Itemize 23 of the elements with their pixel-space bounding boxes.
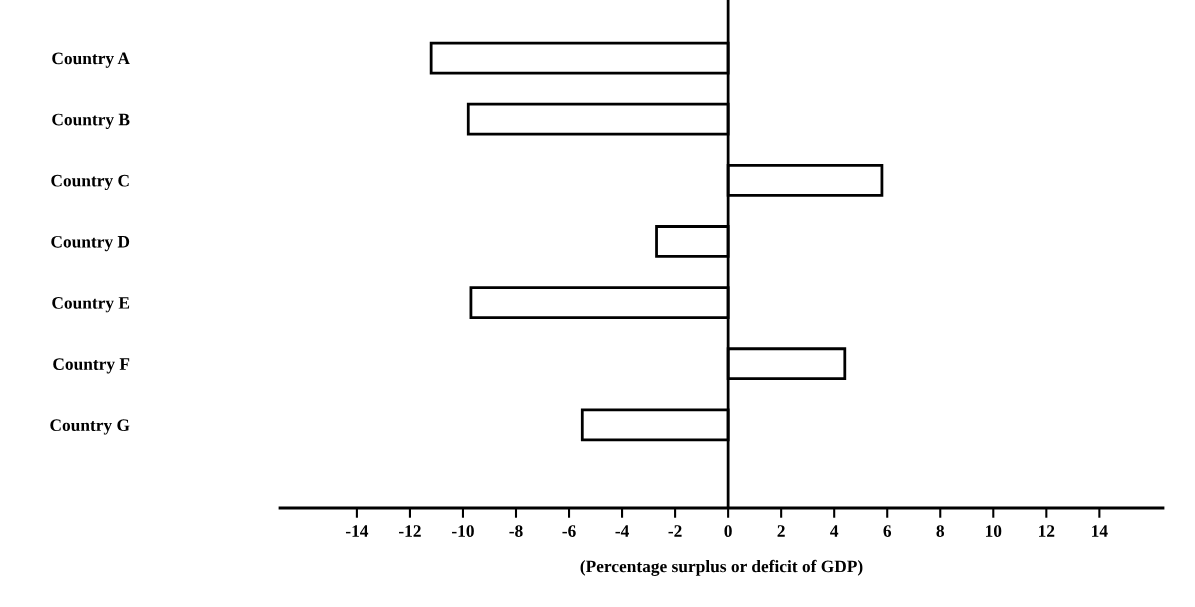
x-tick-label: -8 (509, 525, 523, 537)
x-tick-label: -6 (562, 525, 576, 537)
y-tick-label: Country G (50, 419, 130, 435)
x-tick-label: 4 (830, 525, 839, 537)
x-tick-label: -4 (615, 525, 629, 537)
x-tick-label: 10 (986, 525, 1002, 537)
x-tick-label: 12 (1039, 525, 1055, 537)
y-tick-label: Country E (52, 297, 130, 313)
x-tick-label: -12 (398, 525, 421, 537)
y-tick-label: Country D (51, 235, 130, 252)
x-tick-label: 8 (936, 525, 945, 537)
x-tick-label: -2 (668, 525, 682, 537)
x-tick-label: 14 (1092, 525, 1108, 537)
x-tick-label: -14 (345, 525, 369, 537)
x-tick-label: 2 (777, 525, 785, 537)
y-tick-label: Country C (51, 174, 129, 191)
x-tick-label: 0 (724, 525, 732, 537)
y-tick-label: Country B (52, 113, 130, 129)
x-tick-label: 6 (883, 525, 892, 537)
x-tick-label: -10 (452, 525, 474, 537)
x-axis-title: (Percentage surplus or deficit of GDP) (580, 559, 863, 576)
y-tick-label: Country A (52, 52, 130, 68)
y-tick-label: Country F (53, 358, 130, 374)
